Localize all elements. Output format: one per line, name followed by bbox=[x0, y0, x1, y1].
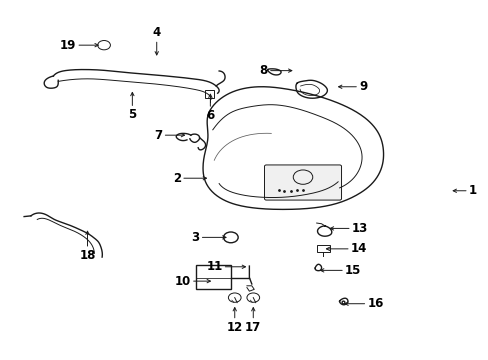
Text: 5: 5 bbox=[128, 108, 136, 121]
Bar bbox=[195, 265, 230, 289]
Text: 19: 19 bbox=[60, 39, 76, 52]
Text: 4: 4 bbox=[152, 26, 161, 40]
Text: 16: 16 bbox=[366, 297, 383, 310]
Text: 2: 2 bbox=[173, 172, 181, 185]
Text: 7: 7 bbox=[154, 129, 162, 142]
Text: 8: 8 bbox=[259, 64, 267, 77]
Bar bbox=[205, 90, 214, 98]
Text: 12: 12 bbox=[226, 320, 243, 334]
Text: 14: 14 bbox=[350, 242, 366, 255]
Text: 9: 9 bbox=[358, 80, 366, 93]
Text: 17: 17 bbox=[244, 320, 261, 334]
Text: 10: 10 bbox=[174, 275, 190, 288]
Bar bbox=[316, 244, 330, 252]
Text: 6: 6 bbox=[206, 109, 214, 122]
Text: 11: 11 bbox=[206, 260, 222, 273]
Text: 13: 13 bbox=[351, 222, 367, 235]
Text: 18: 18 bbox=[79, 249, 96, 262]
FancyBboxPatch shape bbox=[264, 165, 341, 200]
Text: 1: 1 bbox=[468, 184, 476, 197]
Text: 15: 15 bbox=[344, 264, 361, 277]
Text: 3: 3 bbox=[191, 231, 199, 244]
